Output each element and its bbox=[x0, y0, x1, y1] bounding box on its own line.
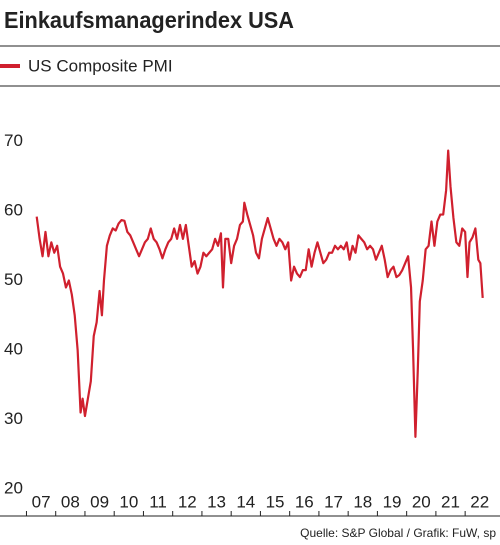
source: Quelle: S&P Global / Grafik: FuW, sp bbox=[300, 526, 496, 540]
y-tick-label: 30 bbox=[4, 409, 23, 428]
x-tick-label: 20 bbox=[412, 492, 431, 511]
x-tick-label: 14 bbox=[236, 492, 255, 511]
y-tick-label: 40 bbox=[4, 340, 23, 359]
x-tick-label: 07 bbox=[32, 492, 51, 511]
x-tick-label: 09 bbox=[90, 492, 109, 511]
x-tick-label: 22 bbox=[470, 492, 489, 511]
y-tick-label: 50 bbox=[4, 270, 23, 289]
x-tick-label: 21 bbox=[441, 492, 460, 511]
x-tick-label: 12 bbox=[178, 492, 197, 511]
y-tick-label: 60 bbox=[4, 201, 23, 220]
series-line bbox=[35, 149, 484, 438]
x-tick-label: 17 bbox=[324, 492, 343, 511]
chart-title: Einkaufsmanagerindex USA bbox=[4, 7, 294, 33]
legend-label: US Composite PMI bbox=[28, 56, 173, 75]
x-tick-label: 15 bbox=[266, 492, 285, 511]
x-tick-label: 16 bbox=[295, 492, 314, 511]
x-tick-label: 13 bbox=[207, 492, 226, 511]
y-tick-label: 20 bbox=[4, 478, 23, 497]
x-tick-label: 10 bbox=[119, 492, 138, 511]
x-tick-label: 18 bbox=[353, 492, 372, 511]
y-tick-label: 70 bbox=[4, 131, 23, 150]
x-tick-label: 19 bbox=[383, 492, 402, 511]
x-tick-label: 08 bbox=[61, 492, 80, 511]
x-tick-label: 11 bbox=[149, 492, 167, 511]
